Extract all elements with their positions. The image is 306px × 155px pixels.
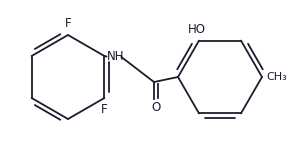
Text: NH: NH [107, 51, 125, 64]
Text: CH₃: CH₃ [266, 72, 287, 82]
Text: F: F [65, 17, 71, 30]
Text: F: F [101, 103, 108, 116]
Text: HO: HO [188, 23, 206, 36]
Text: O: O [151, 101, 160, 114]
